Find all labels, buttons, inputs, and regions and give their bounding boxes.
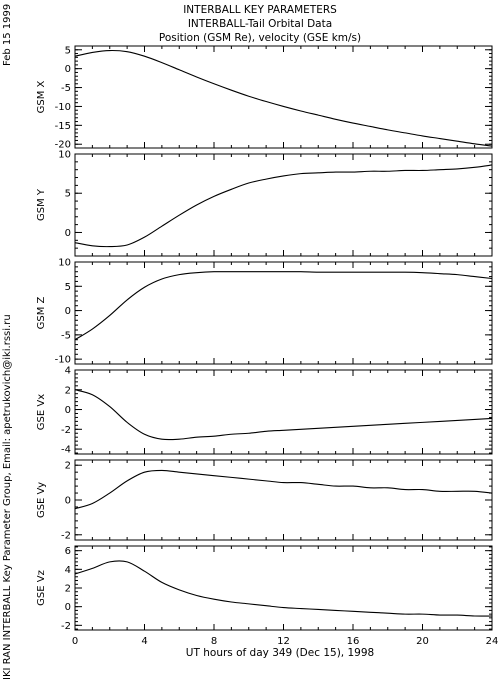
panel-frame-gsm-x: [74, 45, 493, 149]
y-tick-label-gse-vx: 0: [65, 405, 71, 416]
y-tick-label-gsm-x: -15: [55, 121, 71, 132]
x-tick-label: 24: [486, 636, 499, 647]
series-line-gsm-z: [74, 271, 493, 341]
y-tick-label-gse-vx: 4: [65, 366, 71, 377]
y-axis-label-gsm-y: GSM Y: [36, 188, 47, 221]
y-tick-label-gsm-z: 5: [65, 282, 71, 293]
y-tick-label-gse-vx: 2: [65, 385, 71, 396]
y-tick-label-gse-vz: 6: [65, 546, 71, 557]
panel-frame-gse-vz: [74, 545, 493, 631]
series-line-gse-vz: [74, 560, 493, 617]
y-tick-label-gsm-x: -5: [61, 83, 71, 94]
y-tick-label-gse-vy: 0: [65, 496, 71, 507]
y-tick-label-gse-vx: -2: [61, 425, 71, 436]
y-tick-label-gse-vx: -4: [61, 445, 71, 456]
panel-frame-gse-vy: [74, 459, 493, 541]
panel-frame-gsm-z: [74, 261, 493, 365]
y-tick-label-gsm-z: -5: [61, 330, 71, 341]
y-tick-label-gse-vz: 0: [65, 602, 71, 613]
y-tick-label-gsm-y: 5: [65, 189, 71, 200]
y-tick-label-gsm-z: -10: [55, 355, 71, 366]
y-tick-label-gsm-y: 0: [65, 228, 71, 239]
y-tick-label-gse-vy: -2: [61, 530, 71, 541]
y-axis-label-gse-vx: GSE Vx: [36, 394, 47, 430]
x-tick-label: 4: [141, 636, 147, 647]
y-tick-label-gsm-x: 5: [65, 45, 71, 56]
y-axis-label-gsm-z: GSM Z: [36, 296, 47, 329]
x-tick-label: 12: [277, 636, 290, 647]
chart-subtitle: INTERBALL-Tail Orbital Data: [187, 18, 333, 30]
x-tick-label: 16: [347, 636, 360, 647]
y-tick-label-gsm-x: -10: [55, 102, 71, 113]
series-line-gsm-x: [74, 49, 493, 147]
chart-units-line: Position (GSM Re), velocity (GSE km/s): [158, 32, 362, 44]
y-tick-label-gsm-z: 10: [58, 258, 71, 269]
y-tick-label-gsm-x: -20: [55, 140, 71, 151]
y-tick-label-gse-vz: 2: [65, 584, 71, 595]
series-line-gsm-y: [74, 164, 493, 248]
y-tick-label-gse-vz: 4: [65, 565, 71, 576]
series-line-gse-vy: [74, 469, 493, 510]
y-tick-label-gse-vz: -2: [61, 621, 71, 632]
y-tick-label-gsm-y: 10: [58, 150, 71, 161]
y-axis-label-gsm-x: GSM X: [36, 80, 47, 113]
x-tick-label: 20: [416, 636, 429, 647]
y-tick-label-gsm-z: 0: [65, 306, 71, 317]
x-tick-label: 0: [72, 636, 78, 647]
series-line-gse-vx: [74, 389, 493, 441]
y-axis-label-gse-vz: GSE Vz: [36, 570, 47, 606]
x-tick-label: 8: [211, 636, 217, 647]
y-tick-label-gse-vy: 2: [65, 461, 71, 472]
panel-frame-gse-vx: [74, 369, 493, 455]
chart-title: INTERBALL KEY PARAMETERS: [183, 4, 337, 16]
y-axis-label-gse-vy: GSE Vy: [36, 482, 47, 518]
x-axis-label: UT hours of day 349 (Dec 15), 1998: [185, 647, 375, 659]
y-tick-label-gsm-x: 0: [65, 64, 71, 75]
